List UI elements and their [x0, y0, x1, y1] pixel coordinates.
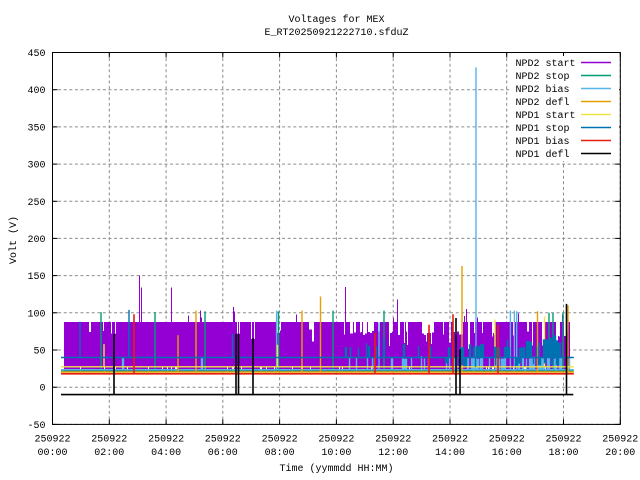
svg-text:NPD1 defl: NPD1 defl — [516, 149, 570, 161]
svg-text:NPD2 bias: NPD2 bias — [516, 84, 570, 96]
svg-text:50: 50 — [33, 347, 45, 358]
svg-text:250922: 250922 — [602, 435, 638, 446]
svg-text:400: 400 — [27, 86, 45, 97]
svg-text:18:00: 18:00 — [548, 448, 578, 459]
svg-text:250922: 250922 — [148, 435, 184, 446]
svg-text:250: 250 — [27, 198, 45, 209]
svg-text:NPD2 defl: NPD2 defl — [516, 97, 570, 109]
svg-text:02:00: 02:00 — [94, 448, 124, 459]
svg-text:250922: 250922 — [34, 435, 70, 446]
svg-text:Time (yymmdd HH:MM): Time (yymmdd HH:MM) — [279, 463, 393, 475]
svg-text:200: 200 — [27, 235, 45, 246]
svg-text:10:00: 10:00 — [321, 448, 351, 459]
svg-text:100: 100 — [27, 309, 45, 320]
svg-text:08:00: 08:00 — [265, 448, 295, 459]
svg-text:04:00: 04:00 — [151, 448, 181, 459]
svg-text:NPD1 bias: NPD1 bias — [516, 136, 570, 148]
svg-text:16:00: 16:00 — [492, 448, 522, 459]
svg-text:300: 300 — [27, 161, 45, 172]
svg-text:250922: 250922 — [91, 435, 127, 446]
svg-text:250922: 250922 — [489, 435, 525, 446]
svg-text:NPD2 stop: NPD2 stop — [516, 72, 570, 83]
svg-text:250922: 250922 — [318, 435, 354, 446]
svg-text:250922: 250922 — [375, 435, 411, 446]
svg-text:14:00: 14:00 — [435, 448, 465, 459]
svg-text:12:00: 12:00 — [378, 448, 408, 459]
svg-text:450: 450 — [27, 49, 45, 60]
svg-text:20:00: 20:00 — [605, 448, 635, 459]
svg-text:06:00: 06:00 — [208, 448, 238, 459]
svg-text:350: 350 — [27, 123, 45, 134]
svg-text:250922: 250922 — [262, 435, 298, 446]
svg-text:NPD1 stop: NPD1 stop — [516, 124, 570, 135]
svg-text:Voltages for MEX: Voltages for MEX — [288, 14, 384, 26]
svg-text:250922: 250922 — [545, 435, 581, 446]
svg-text:E_RT20250921222710.sfduZ: E_RT20250921222710.sfduZ — [264, 27, 408, 39]
svg-text:150: 150 — [27, 272, 45, 283]
svg-text:-50: -50 — [27, 421, 45, 432]
svg-text:NPD1 start: NPD1 start — [516, 111, 576, 122]
svg-text:250922: 250922 — [432, 435, 468, 446]
svg-text:0: 0 — [39, 384, 45, 395]
svg-text:250922: 250922 — [205, 435, 241, 446]
svg-text:Volt (V): Volt (V) — [8, 216, 20, 264]
svg-text:00:00: 00:00 — [37, 448, 67, 459]
svg-text:NPD2 start: NPD2 start — [516, 59, 576, 70]
